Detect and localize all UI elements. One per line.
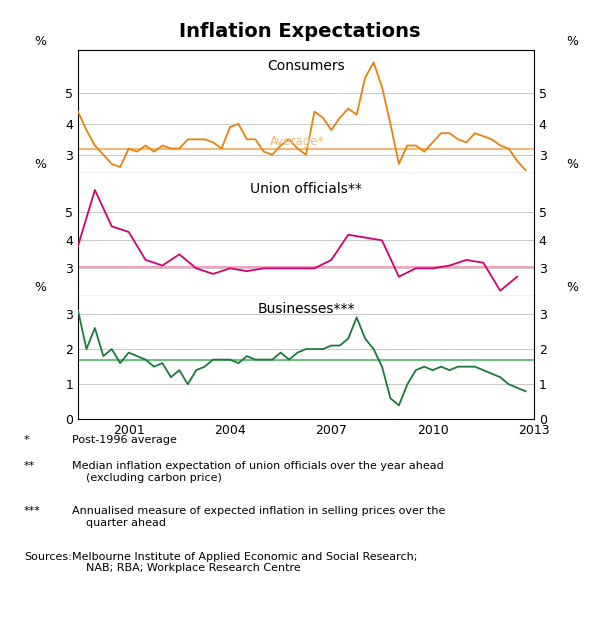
Text: Median inflation expectation of union officials over the year ahead
    (excludi: Median inflation expectation of union of… — [72, 461, 444, 483]
Text: *: * — [24, 435, 29, 445]
Text: Union officials**: Union officials** — [250, 182, 362, 196]
Text: Post-1996 average: Post-1996 average — [72, 435, 177, 445]
Text: Average*: Average* — [269, 135, 324, 148]
Text: %: % — [34, 158, 46, 171]
Text: Inflation Expectations: Inflation Expectations — [179, 22, 421, 41]
Text: %: % — [34, 281, 46, 294]
Text: ***: *** — [24, 506, 41, 516]
Text: %: % — [566, 34, 578, 48]
Text: **: ** — [24, 461, 35, 471]
Text: Consumers: Consumers — [267, 59, 345, 73]
Text: Businesses***: Businesses*** — [257, 302, 355, 317]
Text: Annualised measure of expected inflation in selling prices over the
    quarter : Annualised measure of expected inflation… — [72, 506, 445, 528]
Text: %: % — [566, 281, 578, 294]
Text: %: % — [34, 34, 46, 48]
Text: Sources:: Sources: — [24, 552, 72, 562]
Text: Melbourne Institute of Applied Economic and Social Research;
    NAB; RBA; Workp: Melbourne Institute of Applied Economic … — [72, 552, 418, 573]
Text: %: % — [566, 158, 578, 171]
